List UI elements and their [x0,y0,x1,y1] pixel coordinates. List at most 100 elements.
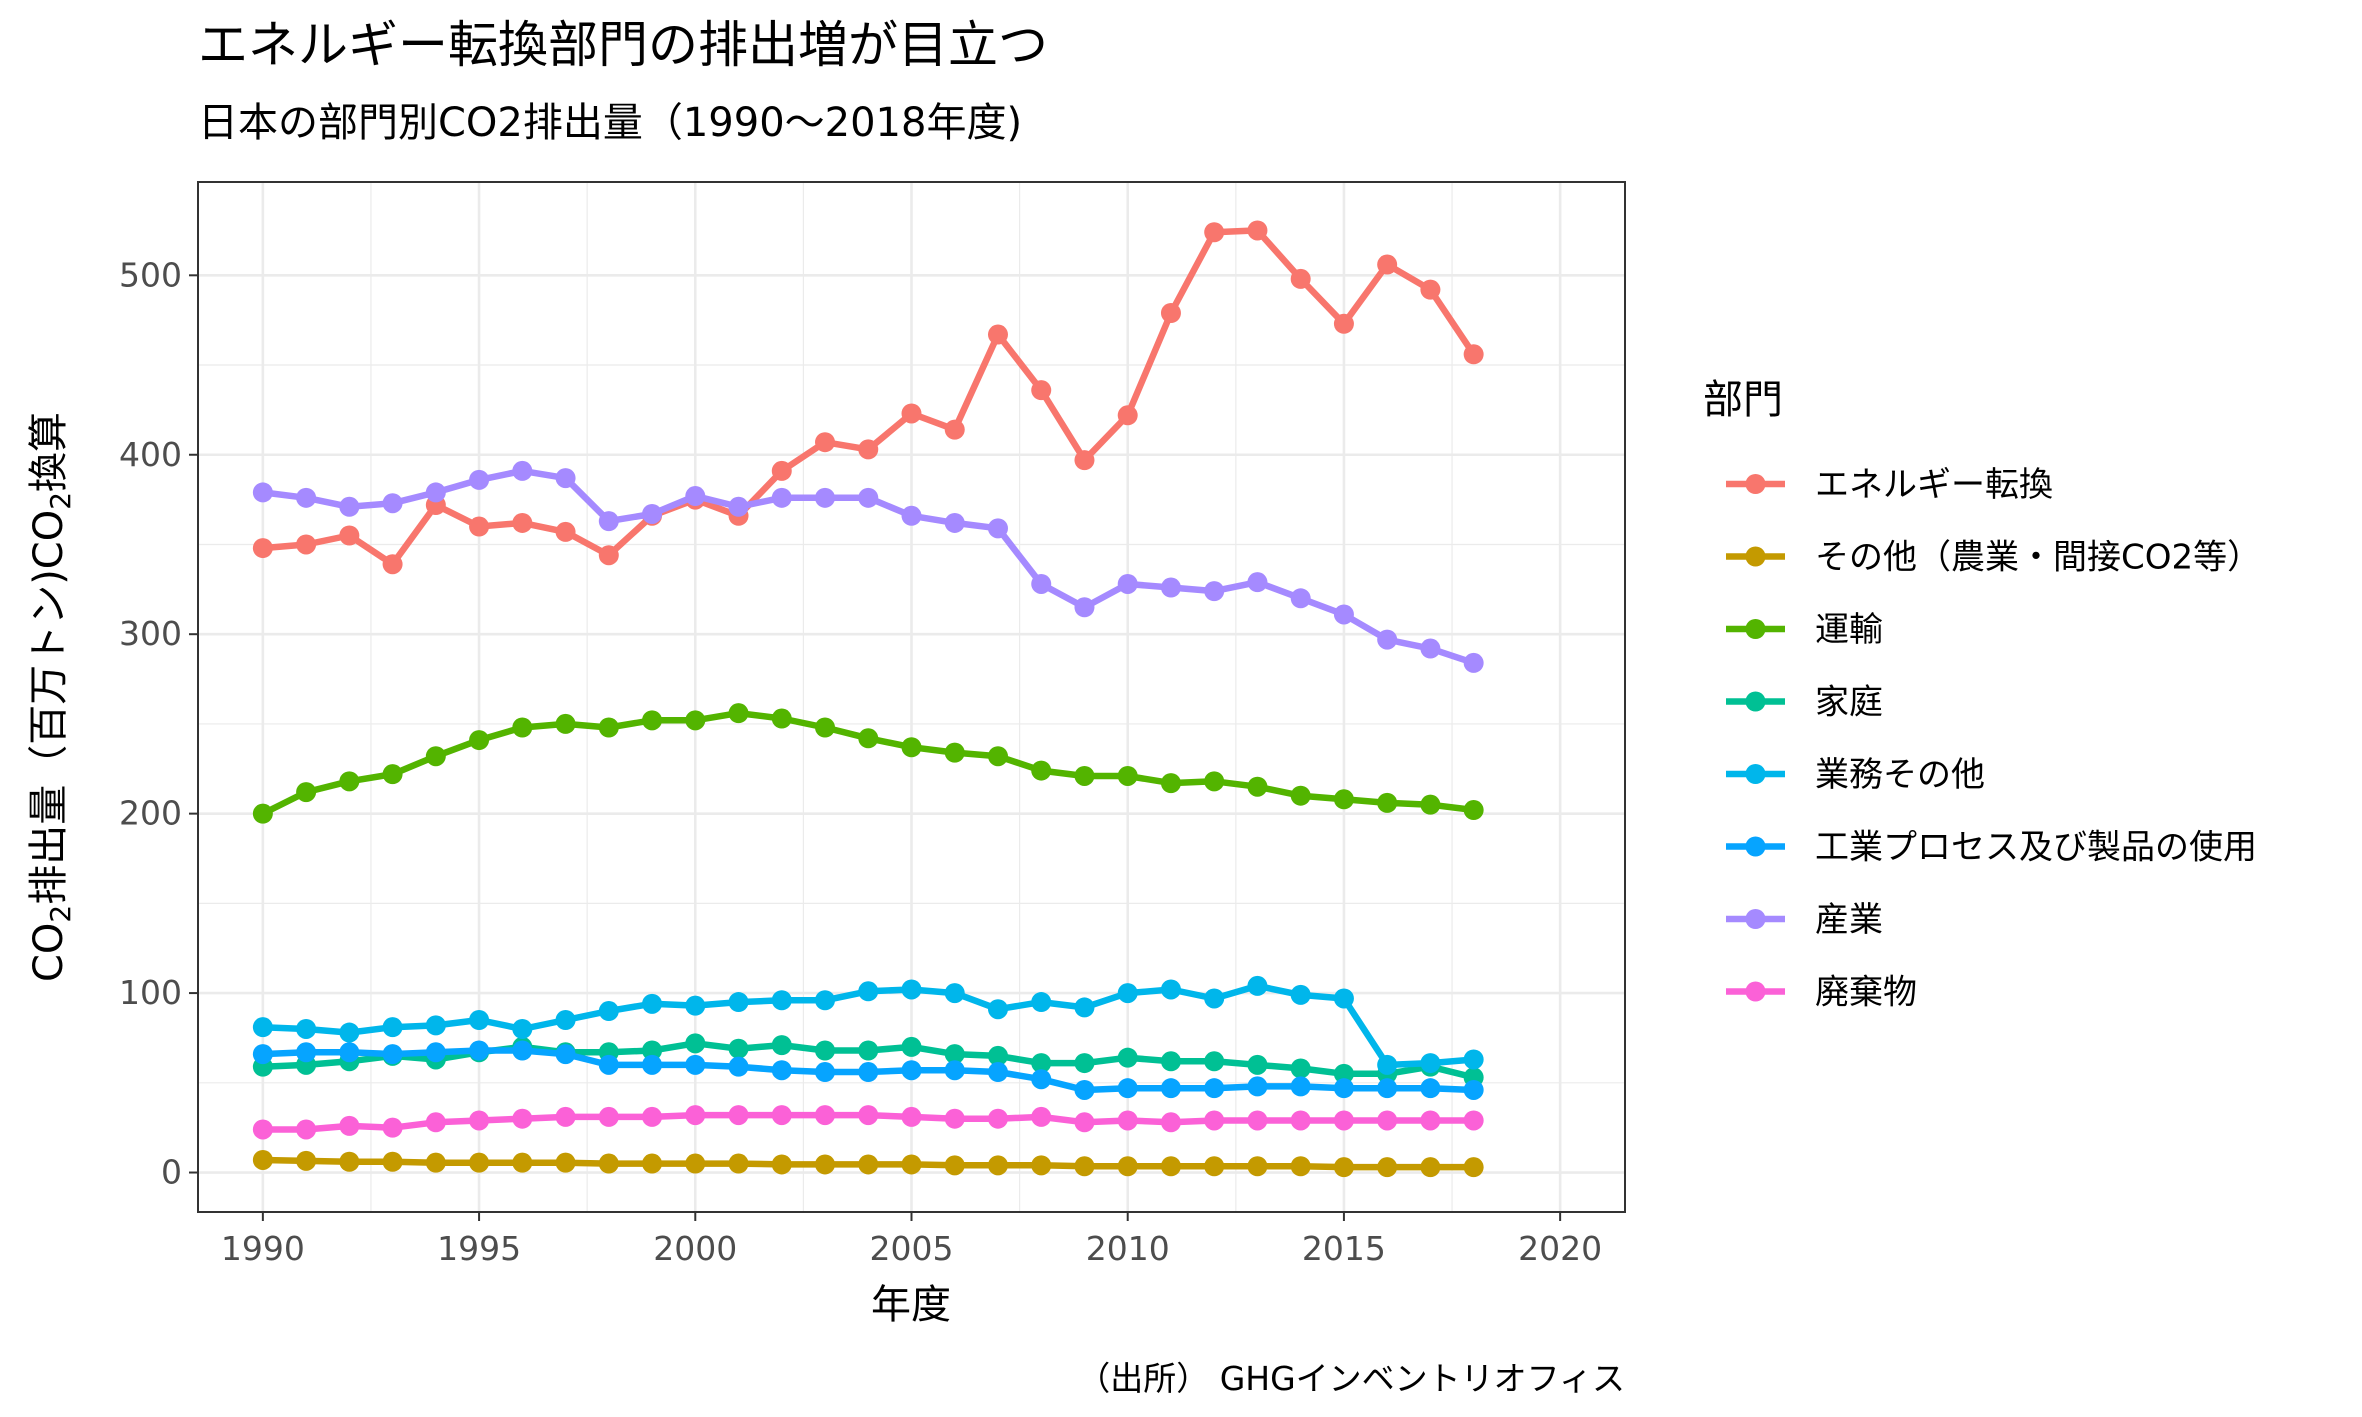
data-point [1031,1155,1052,1176]
legend-key-point [1745,764,1766,784]
data-point [252,482,273,503]
data-point [1160,1051,1181,1072]
data-point [1031,1069,1052,1090]
data-point [987,324,1008,345]
y-tick-label: 500 [119,255,182,294]
data-point [1160,1078,1181,1099]
legend-key-point [1745,981,1766,1002]
data-point [1247,1156,1268,1177]
data-point [252,1044,273,1065]
data-point [598,717,619,738]
data-point [382,554,403,575]
data-point [512,717,533,738]
data-point [728,1038,749,1059]
data-point [555,468,576,489]
legend-title: 部門 [1703,377,1783,423]
y-tick-label: 100 [119,973,182,1012]
data-point [1204,1051,1225,1072]
data-point [512,1152,533,1173]
data-point [382,493,403,514]
data-point [685,1054,706,1075]
series-6 [252,1040,1484,1100]
data-point [1247,1110,1268,1131]
x-axis-title: 年度 [871,1282,951,1328]
data-point [1247,1054,1268,1075]
legend-item: 工業プロセス及び製品の使用 [1726,828,2257,868]
data-point [1333,988,1354,1009]
y-tick-label: 0 [161,1153,182,1192]
data-point [512,1108,533,1129]
data-point [425,746,446,767]
data-point [555,521,576,542]
x-axis: 1990 1995 2000 2005 2010 2015 2020 [221,1212,1602,1268]
data-point [425,482,446,503]
data-point [987,518,1008,539]
y-axis: 0 100 200 300 400 500 [119,255,198,1192]
data-point [1463,1079,1484,1100]
data-point [858,487,879,508]
data-point [858,1040,879,1061]
legend-key-point [1745,836,1766,857]
data-point [1204,1110,1225,1131]
data-point [252,803,273,824]
data-point [469,730,490,751]
legend-key-point [1745,546,1766,567]
data-point [382,1151,403,1172]
data-point [425,1112,446,1133]
legend-label: その他（農業・間接CO2等） [1815,538,2261,578]
data-point [771,1105,792,1126]
data-point [1420,1157,1441,1178]
x-tick-label: 2020 [1518,1229,1602,1268]
legend-item: 家庭 [1726,683,1883,723]
series-3 [252,703,1484,824]
data-point [1031,992,1052,1013]
data-point [1463,344,1484,365]
data-point [1031,380,1052,401]
data-point [1204,1078,1225,1099]
data-point [339,1022,360,1043]
data-point [1420,1053,1441,1074]
data-point [1463,1157,1484,1178]
data-point [944,1108,965,1129]
data-point [1333,789,1354,810]
data-point [944,419,965,440]
data-point [728,1153,749,1174]
y-axis-title-subscript-1: 2 [44,905,77,923]
data-point [1074,765,1095,786]
data-point [987,746,1008,767]
data-point [555,1106,576,1127]
data-point [987,1108,1008,1129]
data-point [296,1150,317,1171]
data-point [728,992,749,1013]
data-point [642,710,663,731]
data-point [1117,1047,1138,1068]
data-point [815,432,836,453]
data-point [901,1036,922,1057]
data-point [1377,792,1398,813]
data-point [1377,1054,1398,1075]
data-point [642,993,663,1014]
x-tick-label: 2015 [1302,1229,1386,1268]
data-point [685,1153,706,1174]
data-point [1333,1110,1354,1131]
chart-title: エネルギー転換部門の排出増が目立つ [198,16,1048,74]
data-point [901,1154,922,1175]
data-point [728,496,749,517]
data-point [1074,1112,1095,1133]
data-point [1117,1078,1138,1099]
data-point [1074,997,1095,1018]
x-tick-label: 2005 [870,1229,954,1268]
data-point [469,1040,490,1061]
chart-subtitle: 日本の部門別CO2排出量（1990〜2018年度) [198,100,1022,146]
data-point [252,1017,273,1038]
data-point [944,742,965,763]
data-point [901,979,922,1000]
data-point [598,511,619,532]
data-point [1247,975,1268,996]
legend-key-point [1745,691,1766,712]
data-point [1463,1110,1484,1131]
data-point [1290,785,1311,806]
data-point [1377,1110,1398,1131]
